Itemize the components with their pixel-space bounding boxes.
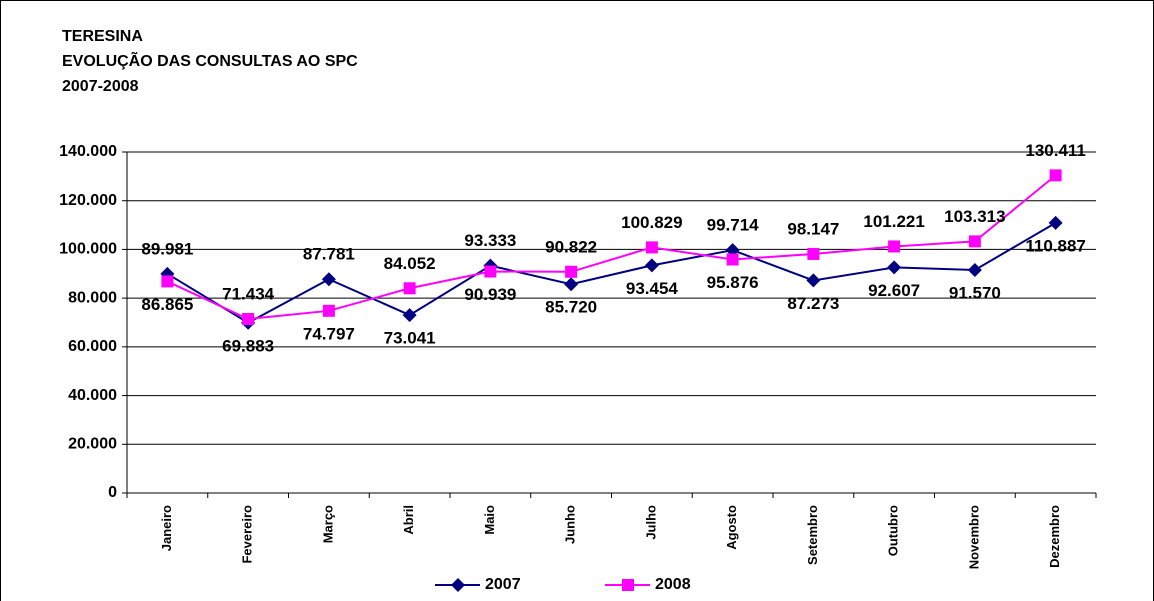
- data-point: [887, 260, 902, 275]
- series-line: [166, 222, 1057, 324]
- x-tick-label: Setembro: [805, 505, 820, 565]
- data-label: 91.570: [949, 283, 1001, 302]
- y-tick-label: 120.000: [59, 192, 117, 209]
- data-label: 130.411: [1025, 141, 1086, 160]
- data-label: 100.829: [621, 213, 682, 232]
- data-label: 99.714: [707, 216, 760, 235]
- data-label: 71.434: [222, 284, 275, 303]
- chart-title: TERESINA: [62, 28, 143, 45]
- data-point: [644, 258, 659, 273]
- data-point: [1049, 169, 1062, 182]
- data-label: 86.865: [141, 295, 193, 314]
- data-point: [403, 282, 416, 295]
- data-point: [402, 308, 417, 323]
- x-tick-label: Janeiro: [159, 505, 174, 551]
- legend-marker: [451, 578, 465, 592]
- x-tick-label: Fevereiro: [240, 505, 255, 564]
- data-label: 93.454: [626, 279, 679, 298]
- data-label: 92.607: [868, 281, 920, 300]
- data-point: [1048, 215, 1063, 230]
- series-line: [166, 174, 1057, 321]
- x-tick-label: Abril: [401, 505, 416, 535]
- data-label: 84.052: [384, 254, 436, 273]
- legend-label: 2007: [485, 576, 521, 593]
- data-point: [321, 272, 336, 287]
- y-tick-label: 40.000: [68, 387, 117, 404]
- data-point: [645, 241, 658, 254]
- y-tick-label: 60.000: [68, 338, 117, 355]
- y-tick-label: 140.000: [59, 143, 117, 160]
- data-label: 101.221: [863, 212, 924, 231]
- x-tick-label: Dezembro: [1047, 505, 1062, 568]
- data-label: 89.981: [141, 239, 193, 258]
- data-label: 90.939: [464, 285, 516, 304]
- legend-label: 2008: [655, 576, 691, 593]
- y-tick-label: 80.000: [68, 289, 117, 306]
- x-tick-label: Maio: [482, 505, 497, 535]
- data-label: 74.797: [303, 324, 355, 343]
- data-label: 93.333: [464, 231, 516, 250]
- data-point: [967, 262, 982, 277]
- data-label: 90.822: [545, 237, 597, 256]
- data-point: [806, 273, 821, 288]
- chart-title: EVOLUÇÃO DAS CONSULTAS AO SPC: [62, 50, 358, 70]
- y-tick-label: 0: [108, 484, 117, 501]
- x-tick-label: Julho: [643, 505, 658, 540]
- data-label: 95.876: [707, 273, 759, 292]
- data-point: [484, 265, 497, 278]
- data-label: 87.781: [303, 245, 355, 264]
- data-point: [888, 240, 901, 253]
- data-point: [726, 253, 739, 266]
- data-label: 103.313: [944, 207, 1005, 226]
- data-label: 69.883: [222, 336, 274, 355]
- data-label: 85.720: [545, 298, 597, 317]
- chart-title: 2007-2008: [62, 78, 139, 95]
- y-tick-label: 100.000: [59, 241, 117, 258]
- x-tick-label: Agosto: [724, 505, 739, 550]
- x-tick-label: Março: [320, 505, 335, 543]
- data-point: [242, 313, 255, 326]
- data-point: [564, 277, 579, 292]
- data-label: 87.273: [787, 294, 839, 313]
- y-tick-label: 20.000: [68, 436, 117, 453]
- x-tick-label: Junho: [563, 505, 578, 544]
- data-label: 73.041: [384, 329, 436, 348]
- data-label: 98.147: [787, 219, 839, 238]
- data-point: [968, 235, 981, 248]
- data-point: [161, 275, 174, 288]
- x-tick-label: Novembro: [966, 505, 981, 569]
- data-point: [565, 265, 578, 278]
- data-point: [322, 304, 335, 317]
- data-point: [807, 247, 820, 260]
- x-tick-label: Outubro: [886, 505, 901, 556]
- data-label: 110.887: [1025, 236, 1086, 255]
- legend-marker: [622, 579, 634, 591]
